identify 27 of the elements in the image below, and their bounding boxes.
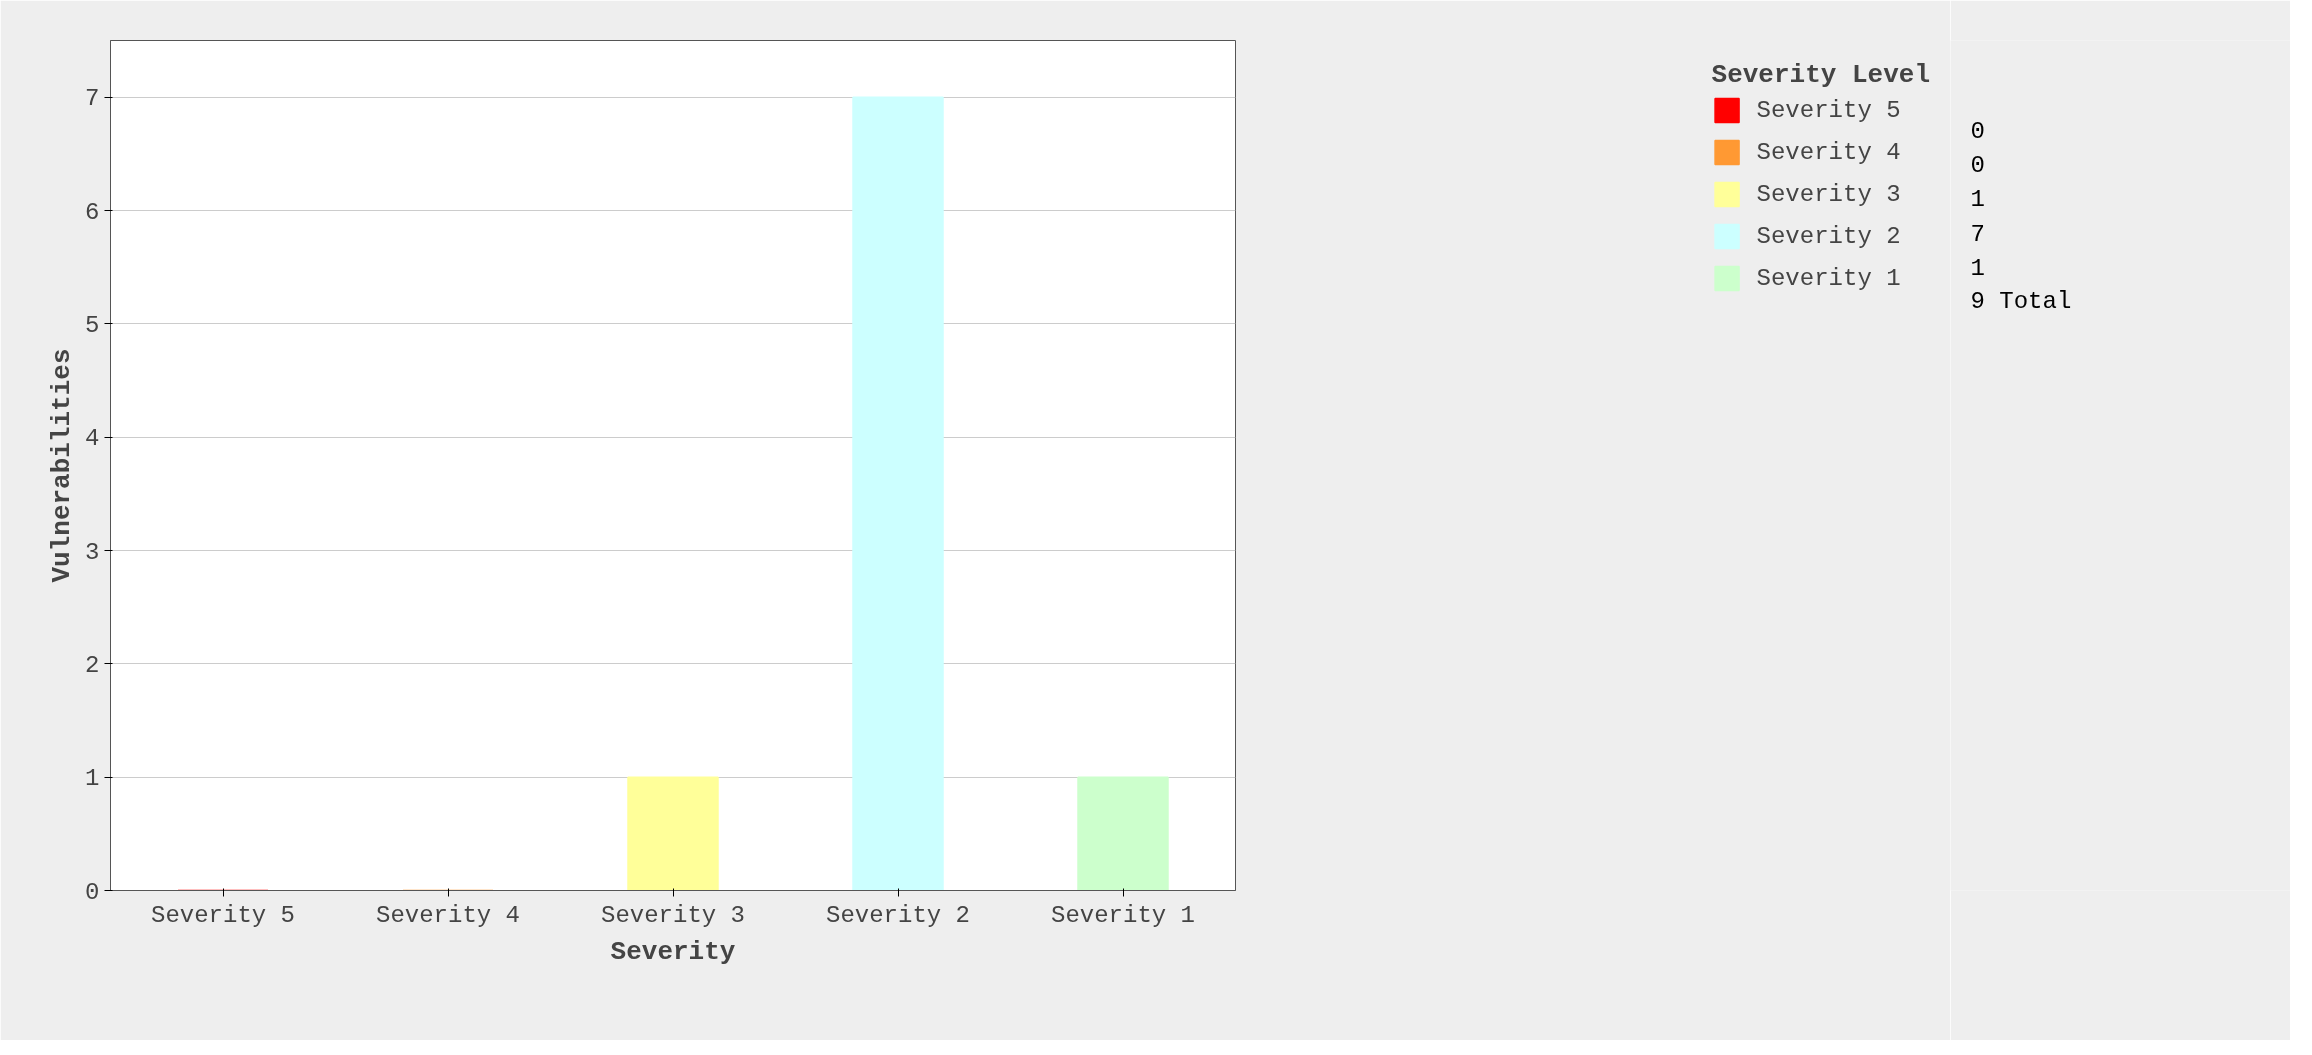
x-tick-label: Severity 3 (600, 901, 746, 929)
y-axis-title: Vulnerabilities (47, 348, 78, 583)
y-tick-label: 0 (85, 878, 100, 906)
y-tick-label: 3 (85, 538, 100, 566)
x-tick-label: Severity 4 (375, 901, 521, 929)
y-tick-label: 2 (85, 651, 100, 679)
legend-title: Severity Level (1711, 60, 1930, 90)
text: 9 Total (1970, 287, 2072, 315)
x-tick-label: Severity 2 (825, 901, 971, 929)
x-tick-label: Severity 1 (1050, 901, 1196, 929)
text: 1 (1970, 186, 1985, 214)
legend-label: Severity 4 (1756, 138, 1902, 166)
text: 7 (1970, 220, 1985, 248)
y-tick-label: 6 (85, 198, 100, 226)
x-axis-title: Severity (610, 936, 736, 967)
legend-label: Severity 5 (1756, 96, 1902, 124)
legend-label: Severity 3 (1756, 180, 1902, 208)
y-tick-label: 1 (85, 765, 100, 793)
y-tick-label: 4 (85, 425, 100, 453)
text: 0 (1970, 151, 1985, 179)
legend-label: Severity 2 (1756, 222, 1902, 250)
legend-label: Severity 1 (1756, 264, 1902, 292)
x-tick-label: Severity 5 (150, 901, 296, 929)
y-tick-label: 5 (85, 311, 100, 339)
text: 1 (1970, 254, 1985, 282)
text: 0 (1970, 117, 1985, 145)
y-tick-label: 7 (85, 85, 100, 113)
